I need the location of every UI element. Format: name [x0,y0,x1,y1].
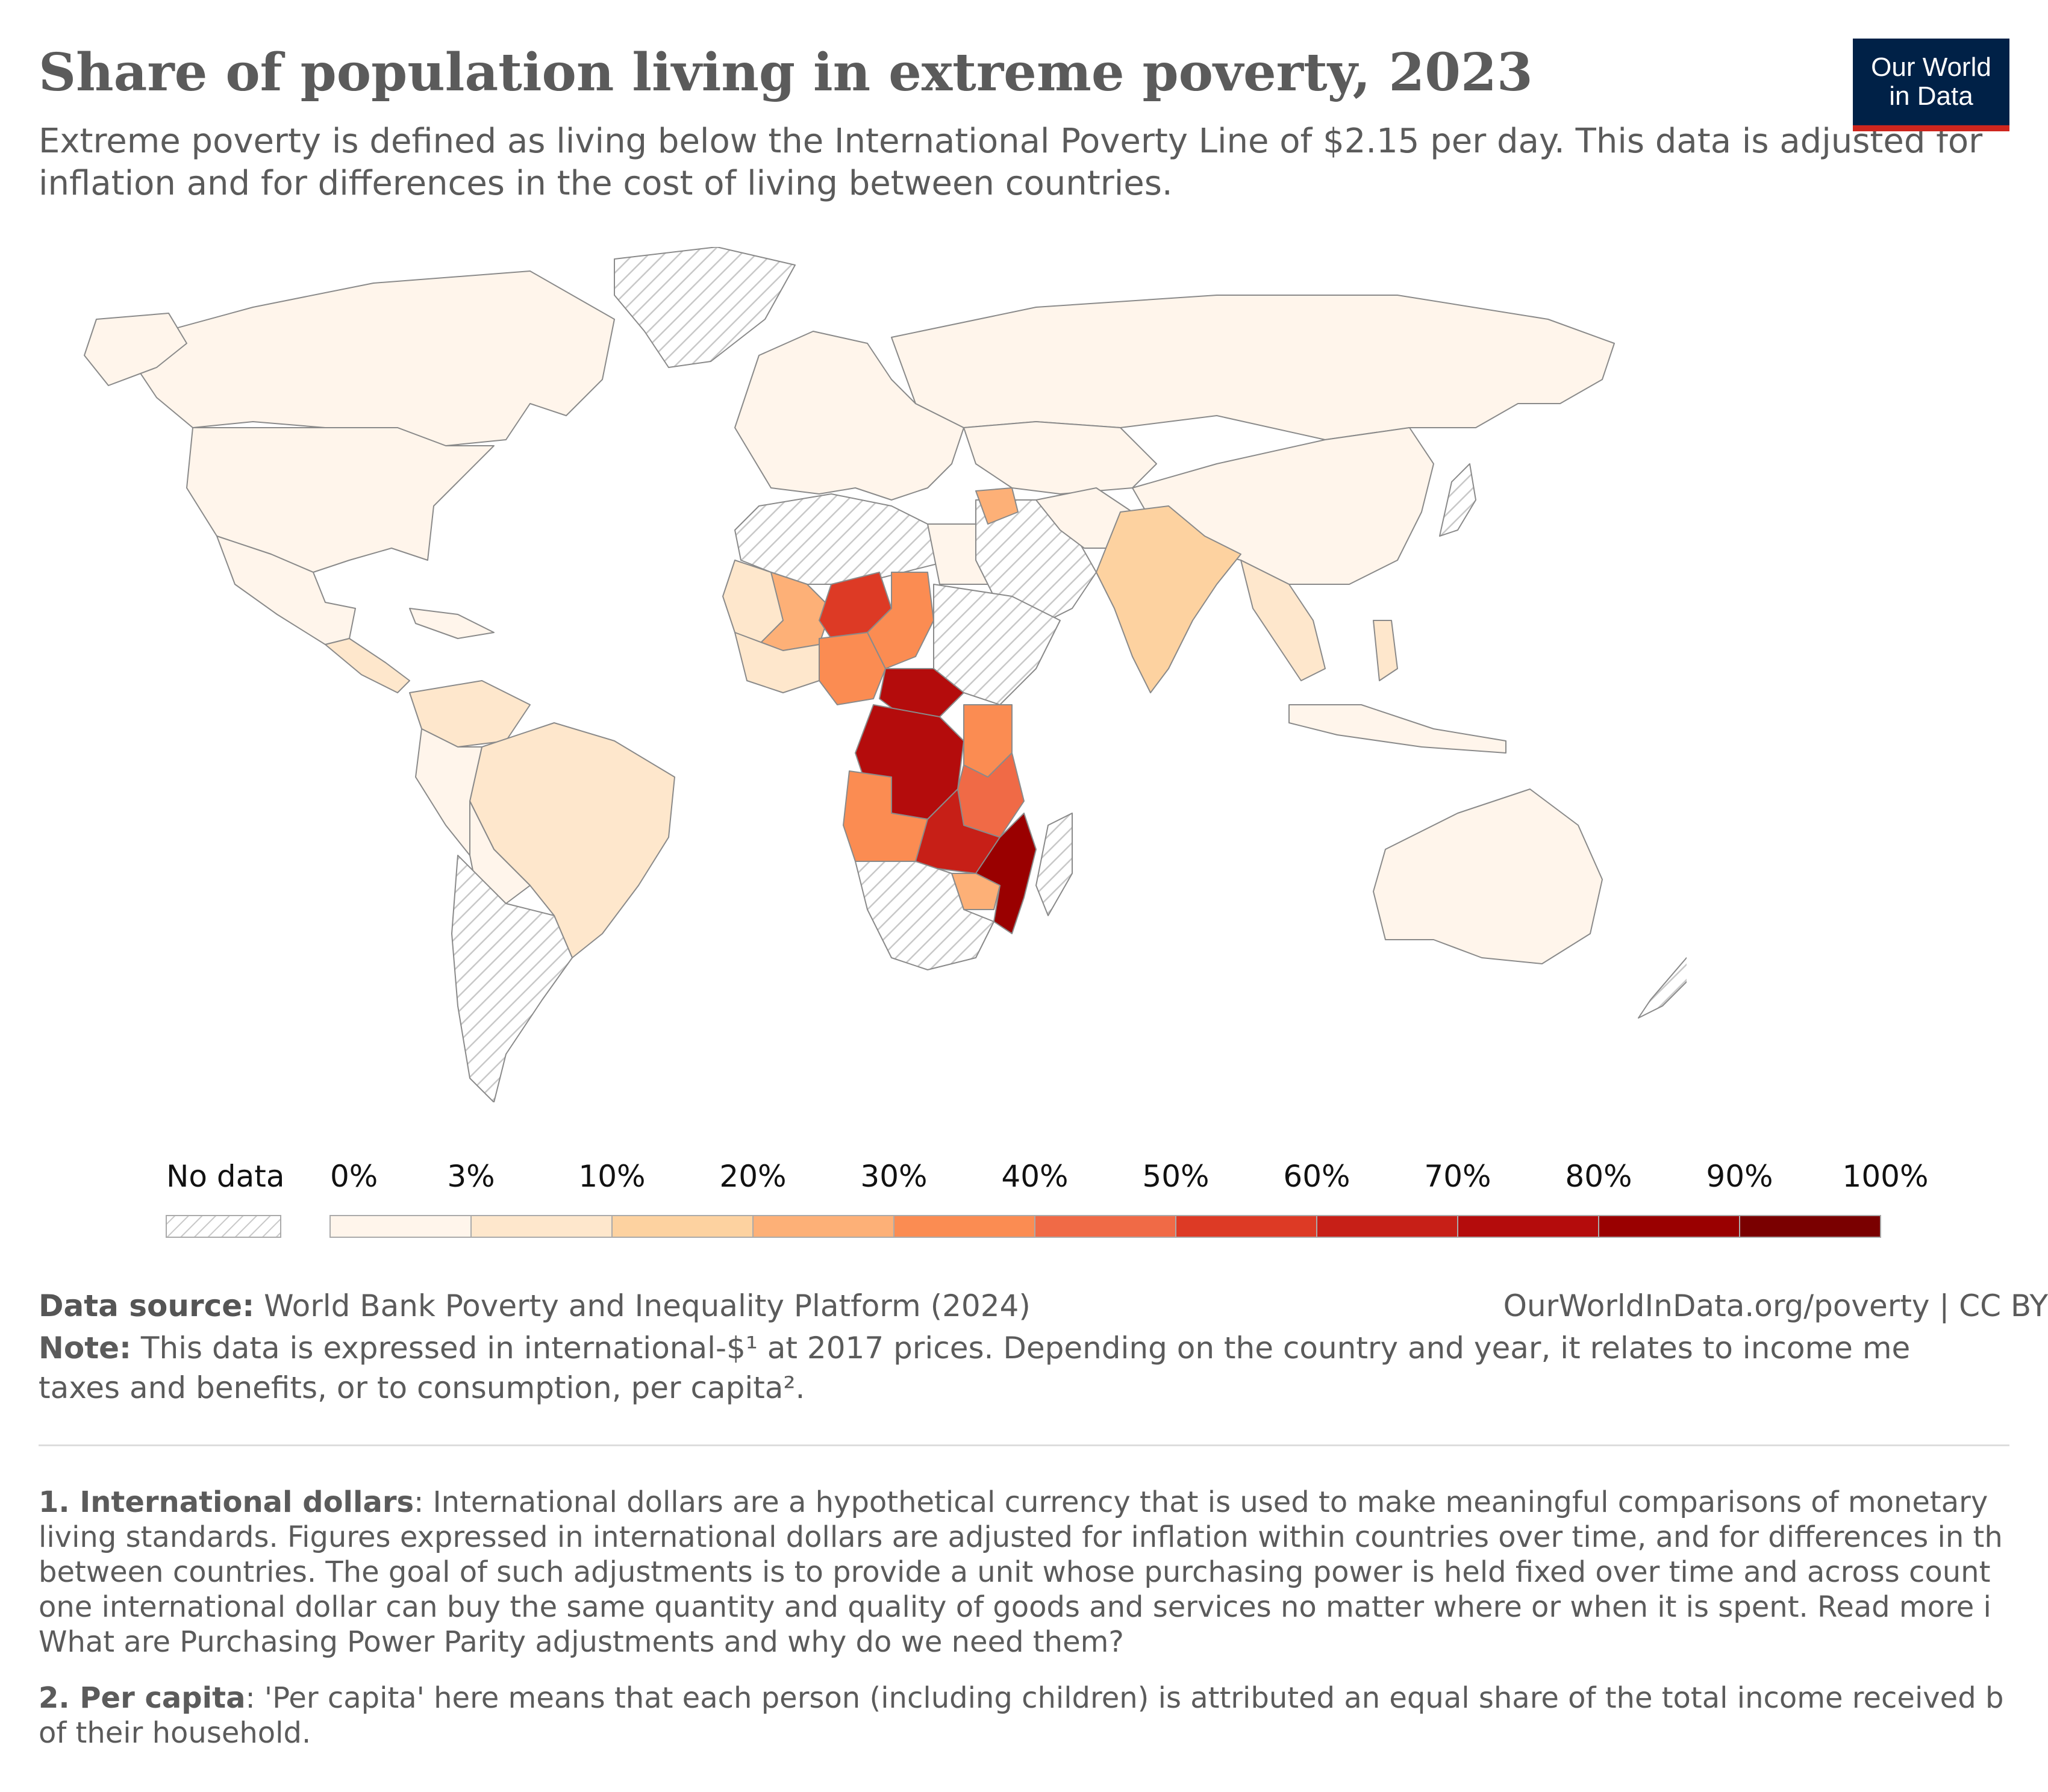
legend-bin-swatch [1739,1215,1881,1238]
footnote-international-dollars: 1. International dollars: International … [39,1485,2048,1659]
legend-bin-label: 60% [1283,1159,1350,1194]
footnote-2-label: 2. Per capita [39,1681,246,1715]
legend-bin-label: 20% [719,1159,786,1194]
legend: No data 0% 3% 10% 20% 30% 40% 50% 60% 70% 80% 90% 1… [166,1159,1929,1238]
footnote-1-line-5[interactable]: What are Purchasing Power Parity adjustm… [39,1625,1124,1659]
legend-bin-swatch [1598,1215,1740,1238]
canada[interactable] [120,270,615,446]
note-line-1: This data is expressed in international-… [140,1331,1911,1366]
data-source-text: World Bank Poverty and Inequality Platfo… [264,1288,1031,1323]
world-map[interactable] [72,247,1687,1102]
japan[interactable] [1439,463,1476,537]
legend-bin-label: 30% [860,1159,927,1194]
footnote-1-line-4: one international dollar can buy the sam… [39,1590,1991,1624]
legend-bin-label: 90% [1706,1159,1773,1194]
chart-subtitle: Extreme poverty is defined as living bel… [39,122,1983,203]
legend-bin-swatch [1316,1215,1458,1238]
gulf-of-guinea[interactable] [734,632,820,693]
note: Note: This data is expressed in internat… [39,1328,2048,1408]
divider [39,1444,2009,1446]
legend-bin-label: 0% [330,1159,378,1194]
australia[interactable] [1373,788,1603,964]
madagascar[interactable] [1035,813,1073,916]
legend-bin-label: 50% [1142,1159,1209,1194]
footnote-2-line-1: : 'Per capita' here means that each pers… [245,1681,2004,1715]
data-source-label: Data source: [39,1288,255,1323]
legend-no-data-swatch [166,1215,281,1238]
argentina-chile[interactable] [451,855,573,1102]
legend-end-label: 100% [1843,1159,1929,1194]
alaska[interactable] [84,313,187,386]
legend-bin-swatch [470,1215,613,1238]
caribbean[interactable] [409,608,495,639]
legend-bin-swatch [893,1215,1035,1238]
note-label: Note: [39,1331,132,1366]
indonesia[interactable] [1288,704,1506,754]
legend-bin-swatch [1457,1215,1599,1238]
central-asia[interactable] [963,421,1157,495]
legend-bin-swatch [1034,1215,1176,1238]
legend-bin-swatch [611,1215,754,1238]
legend-bin-swatch [329,1215,472,1238]
footnote-1-label: 1. International dollars [39,1485,414,1519]
data-source: Data source: World Bank Poverty and Ineq… [39,1286,2026,1326]
southeast-asia[interactable] [1240,560,1326,681]
chad[interactable] [867,572,934,669]
legend-bin-swatch [752,1215,894,1238]
philippines[interactable] [1373,620,1398,681]
legend-bin-label: 40% [1001,1159,1068,1194]
legend-bin-label: 70% [1424,1159,1491,1194]
footnote-2-line-2: of their household. [39,1716,311,1750]
chart-title: Share of population living in extreme po… [39,42,1533,103]
footnote-1-line-3: between countries. The goal of such adju… [39,1555,1991,1589]
russia[interactable] [891,295,1615,440]
india[interactable] [1096,505,1241,693]
mexico[interactable] [216,535,356,645]
new-zealand[interactable] [1638,957,1687,1019]
legend-no-data-label: No data [166,1159,285,1194]
footnote-per-capita: 2. Per capita: 'Per capita' here means t… [39,1681,2048,1750]
central-america[interactable] [325,638,410,693]
legend-bin-swatch [1175,1215,1317,1238]
logo-line-2: in Data [1889,81,1973,111]
note-line-2: taxes and benefits, or to consumption, p… [39,1370,805,1405]
europe[interactable] [734,331,964,501]
southern-africa[interactable] [855,861,994,970]
legend-bin-label: 3% [447,1159,495,1194]
source-url[interactable]: OurWorldInData.org/poverty | CC BY [1503,1288,2048,1323]
owid-logo[interactable]: Our World in Data [1853,39,2009,131]
syria[interactable] [975,487,1019,525]
legend-bin-label: 80% [1565,1159,1632,1194]
greenland[interactable] [614,247,796,368]
logo-line-1: Our World [1871,52,1991,82]
footnote-1-line-1: : International dollars are a hypothetic… [414,1485,1988,1519]
footnote-1-line-2: living standards. Figures expressed in i… [39,1520,2003,1554]
legend-bin-label: 10% [578,1159,645,1194]
